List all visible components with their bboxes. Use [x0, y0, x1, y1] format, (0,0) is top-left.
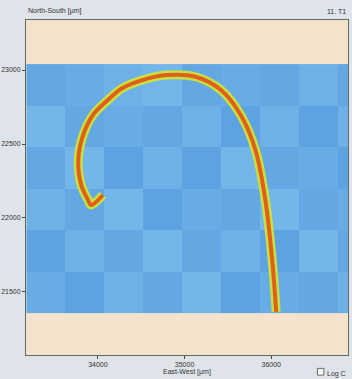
svg-text:34000: 34000	[88, 361, 108, 368]
svg-text:North-South [µm]: North-South [µm]	[28, 7, 81, 15]
svg-text:36000: 36000	[261, 361, 281, 368]
svg-text:21500: 21500	[1, 288, 21, 295]
svg-text:22000: 22000	[1, 214, 21, 221]
svg-text:22500: 22500	[1, 140, 21, 147]
svg-text:35000: 35000	[175, 361, 195, 368]
svg-text:23000: 23000	[1, 66, 21, 73]
svg-text:11. T1: 11. T1	[327, 8, 346, 15]
svg-text:East-West [µm]: East-West [µm]	[163, 368, 211, 376]
svg-text:Log C: Log C	[327, 370, 346, 378]
